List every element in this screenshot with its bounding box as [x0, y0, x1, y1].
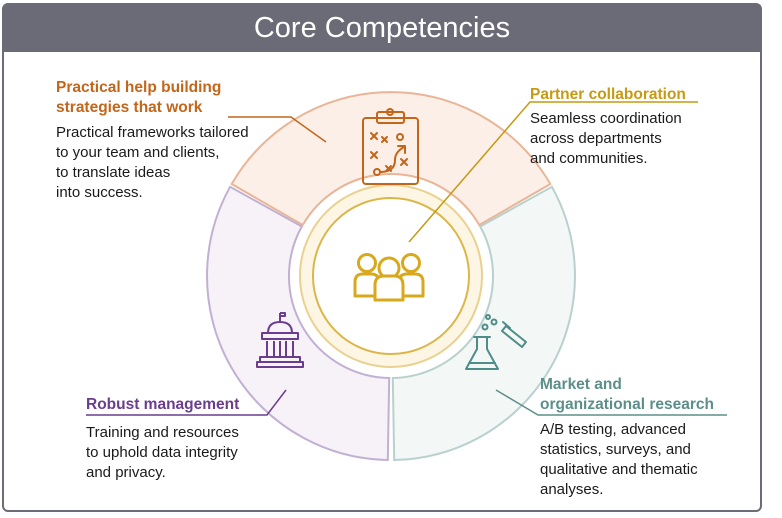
partner-heading-line: Partner collaboration [530, 86, 686, 103]
strategy-body-line: to your team and clients, [56, 144, 220, 161]
partner-body-line: across departments [530, 130, 662, 147]
connector-management [86, 389, 287, 416]
government-building-icon [256, 312, 304, 368]
segment-research [391, 185, 576, 462]
research-body-line: statistics, surveys, and [540, 441, 691, 458]
strategy-heading-line: strategies that work [56, 99, 203, 116]
management-body-line: to uphold data integrity [86, 444, 238, 461]
strategy-heading-line: Practical help building [56, 79, 222, 96]
people-group-icon [353, 253, 425, 302]
partner-body-line: Seamless coordination [530, 110, 682, 127]
management-description: Training and resources to uphold data in… [86, 423, 239, 483]
connector-partner [408, 101, 698, 243]
segment-management [206, 185, 391, 462]
strategy-block: Practical help building strategies that … [56, 78, 249, 203]
segment-strategy [230, 91, 552, 227]
research-body-line: A/B testing, advanced [540, 421, 686, 438]
research-heading: Market and organizational research [540, 375, 714, 415]
lab-flask-icon [465, 314, 527, 370]
strategy-body-line: to translate ideas [56, 164, 171, 181]
research-body-line: analyses. [540, 481, 604, 498]
strategy-heading: Practical help building strategies that … [56, 78, 249, 118]
management-body-line: Training and resources [86, 424, 239, 441]
strategy-description: Practical frameworks tailored to your te… [56, 123, 249, 203]
connector-strategy [228, 116, 327, 143]
partner-body-line: and communities. [530, 150, 648, 167]
page-title: Core Competencies [253, 12, 511, 44]
management-heading-line: Robust management [86, 396, 240, 413]
research-body-line: qualitative and thematic [540, 461, 698, 478]
strategy-body-line: into success. [56, 184, 143, 201]
research-heading-line: Market and [540, 376, 622, 393]
clipboard-strategy-icon [362, 108, 419, 185]
strategy-body-line: Practical frameworks tailored [56, 124, 249, 141]
title-bar: Core Competencies [4, 5, 760, 52]
partner-description: Seamless coordination across departments… [530, 109, 686, 169]
diagram-frame: Core Competencies [2, 3, 762, 512]
management-body-line: and privacy. [86, 464, 166, 481]
partner-block: Partner collaboration Seamless coordinat… [530, 85, 686, 169]
connector-research [495, 389, 727, 416]
management-heading: Robust management [86, 395, 239, 415]
management-block: Robust management Training and resources… [86, 395, 239, 483]
research-block: Market and organizational research A/B t… [540, 375, 714, 500]
research-description: A/B testing, advanced statistics, survey… [540, 420, 714, 500]
research-heading-line: organizational research [540, 396, 715, 413]
partner-heading: Partner collaboration [530, 85, 686, 105]
